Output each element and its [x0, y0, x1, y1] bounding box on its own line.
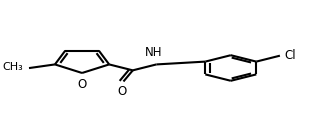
Text: O: O [117, 85, 126, 98]
Text: O: O [78, 78, 87, 91]
Text: Cl: Cl [285, 49, 296, 61]
Text: CH₃: CH₃ [2, 62, 23, 72]
Text: NH: NH [144, 46, 162, 59]
